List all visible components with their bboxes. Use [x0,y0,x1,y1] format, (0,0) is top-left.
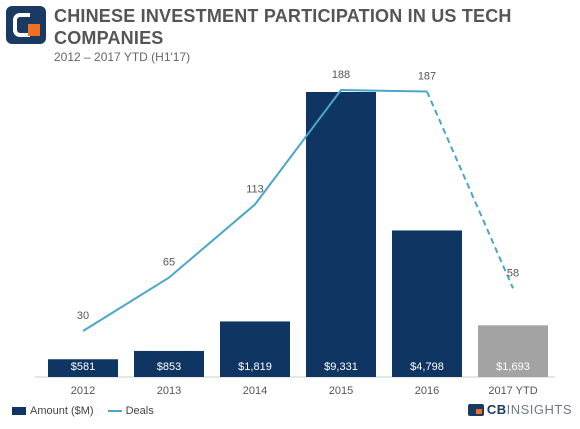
cb-brand-icon [467,403,484,416]
chart-subtitle: 2012 – 2017 YTD (H1'17) [54,50,191,64]
bar-2012 [48,359,118,377]
bar-value-label: $853 [157,361,181,373]
legend-label-amount: Amount ($M) [30,405,94,417]
bar-value-label: $1,819 [238,361,272,373]
bar-value-label: $581 [71,361,95,373]
x-tick-label: 2013 [157,385,181,397]
brand-footer: CB INSIGHTS [467,402,572,417]
brand-suffix: INSIGHTS [506,402,572,417]
legend-swatch-deals [107,410,122,412]
brand-prefix: CB [486,402,507,417]
bar-2013 [134,350,204,377]
bar-value-label: $4,798 [410,361,444,373]
legend: Amount ($M) Deals [12,405,168,417]
legend-label-deals: Deals [125,405,154,417]
deals-point-label: 58 [507,267,519,279]
bar-value-label: $9,331 [324,361,358,373]
legend-item-amount: Amount ($M) [12,405,94,417]
deals-line [82,88,428,332]
legend-item-deals: Deals [107,405,154,417]
x-tick-label: 2014 [243,385,267,397]
bar-2016 [392,230,462,377]
chart-title: CHINESE INVESTMENT PARTICIPATION IN US T… [54,6,512,48]
deals-line-projected-segment [426,91,514,289]
legend-swatch-amount [12,407,26,415]
deals-point-label: 188 [332,69,350,81]
x-tick-label: 2012 [71,385,95,397]
deals-point-label: 113 [246,183,264,195]
deals-point-label: 65 [163,257,175,269]
bar-2014 [220,321,290,377]
bar-2015 [306,92,376,377]
x-tick-label: 2017 YTD [488,385,537,397]
bar-value-label: $1,693 [496,361,530,373]
x-tick-label: 2015 [329,385,353,397]
deals-point-label: 30 [77,310,89,322]
x-tick-label: 2016 [415,385,439,397]
bar-2017-ytd [478,325,548,377]
cb-insights-logo [6,6,46,44]
deals-point-label: 187 [418,71,436,83]
